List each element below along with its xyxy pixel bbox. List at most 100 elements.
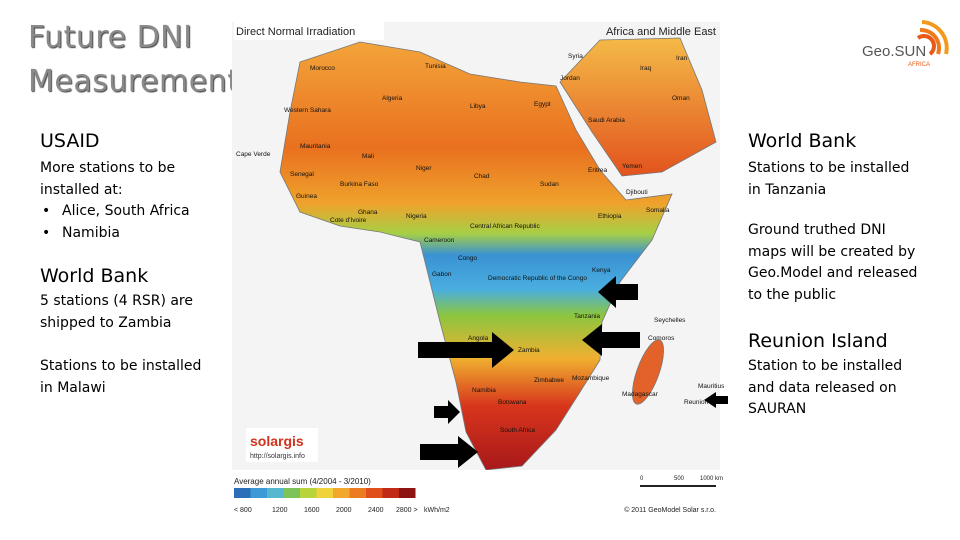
place-label: Ethiopia <box>598 213 622 220</box>
line: maps will be created by <box>748 243 916 260</box>
legend-swatch <box>382 488 399 498</box>
legend-swatch <box>366 488 383 498</box>
logo-sub: AFRICA <box>908 62 930 68</box>
legend-label: 1600 <box>304 507 320 514</box>
line: Stations to be installed <box>748 160 910 176</box>
paragraph: More stations to be installed at: Alice,… <box>40 158 230 244</box>
place-label: Comoros <box>648 335 675 342</box>
logo: Geo.SUN AFRICA <box>862 20 949 68</box>
place-label: Reunion <box>684 399 709 406</box>
bullet: Alice, South Africa <box>42 201 230 223</box>
map-region: Africa and Middle East <box>606 26 716 38</box>
place-label: Somalia <box>646 207 670 214</box>
place-label: Cote d'Ivoire <box>330 217 367 224</box>
paragraph: 5 stations (4 RSR) are shipped to Zambia <box>40 291 230 334</box>
place-label: Yemen <box>622 163 642 170</box>
line: Station to be installed <box>748 358 903 374</box>
place-label: Mauritania <box>300 143 331 150</box>
line: Geo.Model and released <box>748 265 918 281</box>
bullet-list: Alice, South Africa Namibia <box>40 201 230 244</box>
legend-unit: kWh/m2 <box>424 507 450 514</box>
place-label: Libya <box>470 103 486 110</box>
place-label: Namibia <box>472 387 496 394</box>
line: to the public <box>748 286 837 303</box>
legend-swatch <box>250 488 267 498</box>
logo-arc <box>916 34 936 56</box>
place-label: South Africa <box>500 427 535 434</box>
place-label: Zimbabwe <box>534 377 564 384</box>
line: Ground truthed DNI <box>748 222 886 238</box>
place-label: Iran <box>676 55 688 62</box>
line: Stations to be installed <box>40 358 202 374</box>
logo-name: Geo.SUN <box>862 43 926 60</box>
legend-label: 2400 <box>368 507 384 514</box>
place-label: Tanzania <box>574 313 600 320</box>
place-label: Cape Verde <box>236 151 271 158</box>
brand-bg <box>246 428 318 462</box>
logo-arc <box>919 27 942 55</box>
place-label: Western Sahara <box>284 107 331 114</box>
legend-label: < 800 <box>234 507 252 514</box>
legend-swatch <box>349 488 366 498</box>
brand-url: http://solargis.info <box>250 453 305 460</box>
place-label: Central African Republic <box>470 223 540 230</box>
ground-block: Ground truthed DNI maps will be created … <box>748 220 948 306</box>
place-label: Oman <box>672 95 690 102</box>
place-label: Niger <box>416 165 432 172</box>
place-label: Syria <box>568 53 583 60</box>
place-label: Guinea <box>296 193 317 200</box>
place-label: Eritrea <box>588 167 608 174</box>
legend-swatch <box>300 488 317 498</box>
madagascar-land <box>632 339 664 405</box>
place-label: Zambia <box>518 347 540 354</box>
line: installed at: <box>40 181 123 198</box>
bullet: Namibia <box>42 223 230 245</box>
legend-swatch <box>267 488 284 498</box>
logo-arc <box>921 20 949 55</box>
scale-label: 500 <box>674 476 685 482</box>
map-title-bg <box>234 22 384 40</box>
line: shipped to Zambia <box>40 314 172 331</box>
slide-title: Future DNI Measurements <box>28 16 256 104</box>
place-label: Mauritius <box>698 383 725 390</box>
map-title: Direct Normal Irradiation <box>236 26 355 38</box>
africa-land <box>279 41 673 471</box>
legend-swatch <box>333 488 350 498</box>
place-label: Angola <box>468 335 489 342</box>
title-line: Future DNI <box>28 20 193 55</box>
paragraph: Stations to be installed in Tanzania <box>748 158 948 201</box>
place-label: Sudan <box>540 181 559 188</box>
place-label: Botswana <box>498 399 527 406</box>
brand: solargis <box>250 433 304 449</box>
place-label: Ghana <box>358 209 378 216</box>
place-label: Egypt <box>534 101 551 108</box>
place-label: Morocco <box>310 65 335 72</box>
legend-label: 2000 <box>336 507 352 514</box>
place-label: Saudi Arabia <box>588 117 625 124</box>
legend-swatch <box>234 488 251 498</box>
line: in Tanzania <box>748 181 827 198</box>
legend-title: Average annual sum (4/2004 - 3/2010) <box>234 477 371 486</box>
place-label: Cameroon <box>424 237 455 244</box>
line: SAURAN <box>748 401 807 417</box>
place-label: Chad <box>474 173 490 180</box>
place-label: Tunisia <box>425 63 446 70</box>
legend-label: 1200 <box>272 507 288 514</box>
heading: Reunion Island <box>748 330 888 352</box>
place-label: Senegal <box>290 171 314 178</box>
place-label: Djibouti <box>626 189 648 196</box>
malawi-block: Stations to be installed in Malawi <box>40 356 230 399</box>
usaid-block: USAID More stations to be installed at: … <box>40 130 230 244</box>
heading: World Bank <box>40 265 149 287</box>
legend-label: 2800 > <box>396 507 418 514</box>
world-bank-block: World Bank 5 stations (4 RSR) are shippe… <box>40 265 230 334</box>
place-label: Kenya <box>592 267 611 274</box>
scale-label: 1000 km <box>700 476 723 482</box>
place-label: Congo <box>458 255 478 262</box>
title-line: Measurements <box>28 64 256 99</box>
place-label: Gabon <box>432 271 452 278</box>
line: 5 stations (4 RSR) are <box>40 293 193 309</box>
place-label: Democratic Republic of the Congo <box>488 275 587 282</box>
